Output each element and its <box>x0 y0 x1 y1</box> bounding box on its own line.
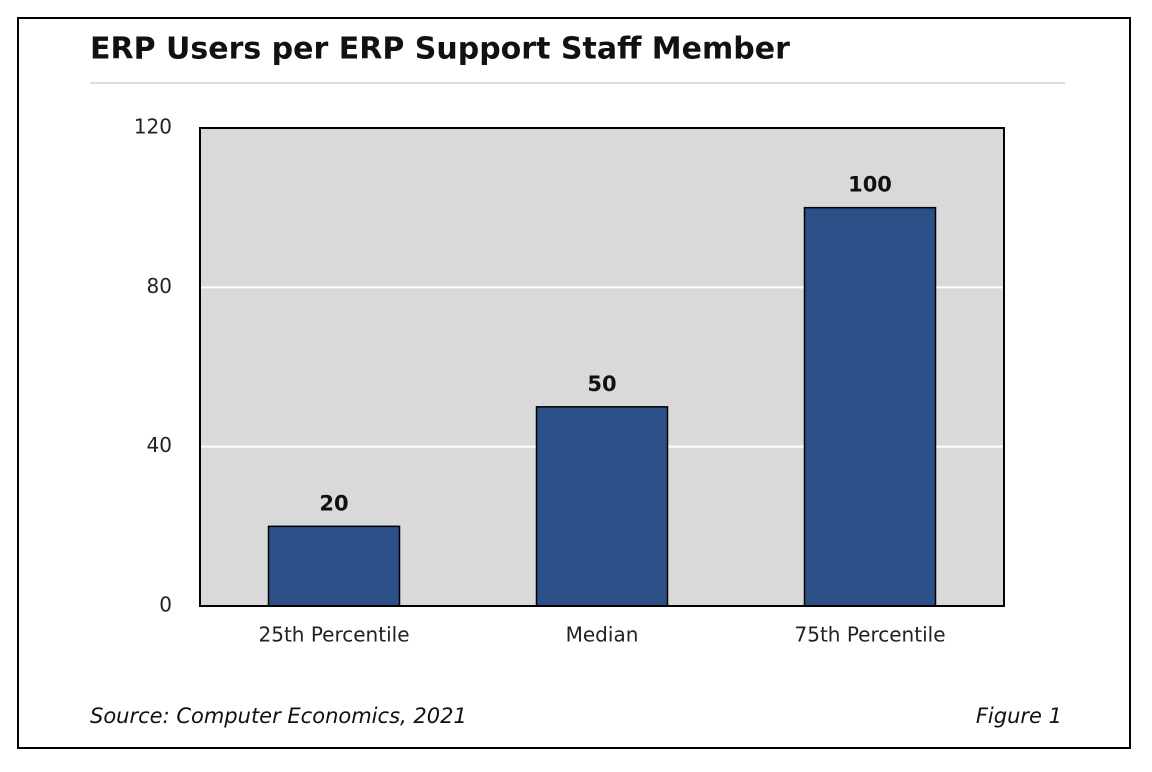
x-tick-label: 75th Percentile <box>795 623 946 647</box>
data-label: 50 <box>587 372 616 396</box>
x-tick-label: Median <box>566 623 639 647</box>
y-tick-label: 120 <box>134 115 172 139</box>
figure-label: Figure 1 <box>976 704 1062 728</box>
bar <box>535 406 669 607</box>
source-note: Source: Computer Economics, 2021 <box>90 704 467 728</box>
y-tick-label: 80 <box>147 274 172 298</box>
data-label: 20 <box>319 491 348 515</box>
bar <box>267 525 401 607</box>
plot-border <box>199 127 1005 607</box>
y-tick-label: 0 <box>159 593 172 617</box>
data-label: 100 <box>848 173 892 197</box>
x-tick-label: 25th Percentile <box>259 623 410 647</box>
y-tick-label: 40 <box>147 433 172 457</box>
plot <box>200 127 1004 607</box>
chart-title: ERP Users per ERP Support Staff Member <box>90 32 790 67</box>
bar <box>803 206 937 607</box>
